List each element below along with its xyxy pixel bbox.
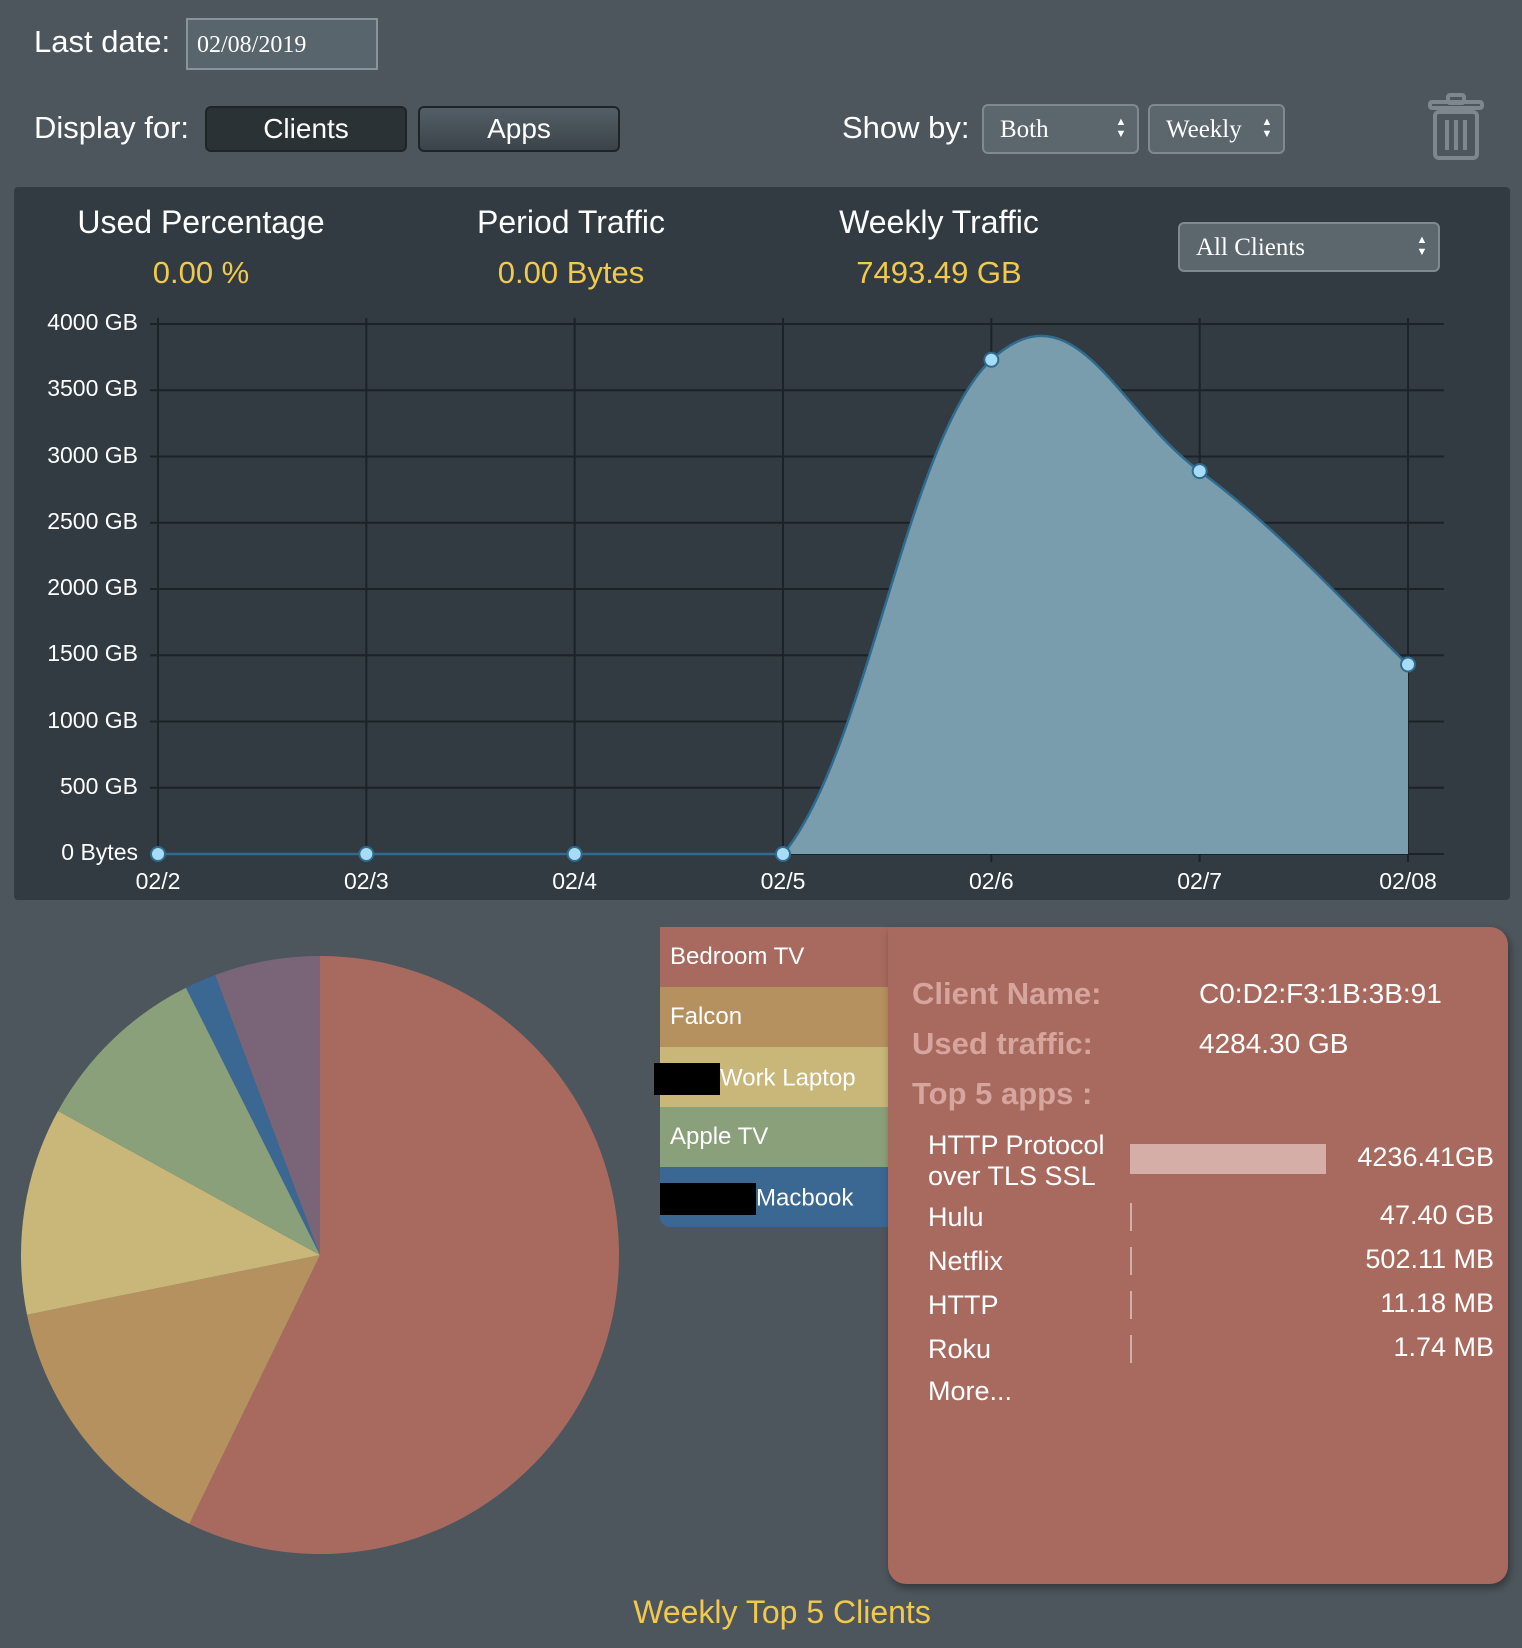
app-name: HTTP Protocol over TLS SSL	[928, 1130, 1105, 1192]
select-arrows-icon: ▲ ▼	[1416, 234, 1428, 258]
legend-item-apple-tv[interactable]: Apple TV	[660, 1107, 888, 1167]
app-usage-bar	[1130, 1335, 1132, 1363]
last-date-label: Last date:	[34, 24, 171, 59]
select-arrows-icon: ▲ ▼	[1261, 116, 1273, 140]
select-arrows-icon: ▲ ▼	[1115, 116, 1127, 140]
legend-item-bedroom-tv[interactable]: Bedroom TV	[660, 927, 888, 987]
app-name-line: Netflix	[928, 1246, 1004, 1276]
traffic-point-02-5[interactable]	[775, 846, 791, 862]
period-value: Weekly	[1166, 116, 1242, 143]
app-traffic-value: 47.40 GB	[1379, 1200, 1494, 1230]
period-traffic-value: 0.00 Bytes	[497, 255, 645, 290]
legend-item-work-laptop[interactable]: Work Laptop	[654, 1047, 888, 1107]
period-traffic-label: Period Traffic	[477, 204, 665, 240]
y-tick-label: 500 GB	[60, 772, 138, 799]
app-usage-bar	[1130, 1291, 1132, 1319]
app-name-line: Hulu	[928, 1202, 984, 1232]
traffic-point-02-3[interactable]	[358, 846, 375, 862]
app-name: Roku	[928, 1334, 991, 1365]
weekly-traffic-value: 7493.49 GB	[856, 255, 1022, 290]
legend-item-label: Macbook	[756, 1184, 854, 1212]
more-apps-link[interactable]: More...	[928, 1376, 1013, 1406]
app-name-line: over TLS SSL	[928, 1161, 1096, 1191]
legend-item-label: Apple TV	[670, 1123, 769, 1150]
x-tick-label: 02/5	[760, 868, 806, 894]
pie-slice-other[interactable]	[215, 956, 320, 1255]
app-name-line: HTTP Protocol	[928, 1130, 1105, 1160]
app-traffic-value: 11.18 MB	[1380, 1288, 1494, 1318]
x-tick-label: 02/4	[552, 868, 598, 894]
last-date-input[interactable]: 02/08/2019	[186, 18, 378, 70]
client-filter-value: All Clients	[1196, 234, 1306, 261]
app-name-line: Roku	[928, 1334, 992, 1364]
legend-item-falcon[interactable]: Falcon	[660, 987, 888, 1047]
legend-item-label: Work Laptop	[720, 1064, 856, 1092]
x-tick-label: 02/3	[343, 868, 389, 894]
app-name: HTTP	[928, 1290, 999, 1321]
tab-apps[interactable]: Apps	[418, 106, 620, 152]
y-tick-label: 3500 GB	[47, 375, 138, 402]
y-tick-label: 4000 GB	[47, 309, 138, 335]
app-usage-bar	[1130, 1144, 1326, 1174]
x-tick-label: 02/6	[968, 868, 1014, 894]
show-by-select[interactable]: Both ▲ ▼	[982, 104, 1139, 154]
app-traffic-value: 502.11 MB	[1365, 1244, 1494, 1274]
display-for-label: Display for:	[34, 110, 190, 145]
traffic-point-02-2[interactable]	[150, 846, 166, 862]
x-tick-label: 02/2	[135, 868, 181, 894]
app-traffic-value: 4236.41GB	[1357, 1142, 1494, 1172]
client-filter-select[interactable]: All Clients ▲ ▼	[1178, 222, 1440, 272]
trash-icon[interactable]	[1422, 92, 1492, 164]
client-name-value: C0:D2:F3:1B:3B:91	[1199, 978, 1442, 1009]
show-by-value: Both	[1000, 116, 1049, 143]
pie-slice-macbook[interactable]	[185, 974, 320, 1255]
show-by-label: Show by:	[842, 110, 970, 145]
pie-slice-bedroom-tv[interactable]	[189, 956, 620, 1554]
y-tick-label: 0 Bytes	[61, 839, 138, 865]
y-tick-label: 2000 GB	[47, 574, 138, 600]
pie-chart-title: Weekly Top 5 Clients	[633, 1594, 931, 1630]
y-tick-label: 3000 GB	[47, 441, 138, 468]
client-detail-card	[888, 927, 1508, 1584]
x-tick-label: 02/08	[1379, 868, 1437, 894]
redaction-block	[654, 1063, 720, 1095]
client-name-label: Client Name:	[912, 976, 1102, 1011]
top-apps-label: Top 5 apps :	[912, 1076, 1093, 1111]
pie-slice-work-laptop[interactable]	[20, 1110, 320, 1315]
pie-slice-apple-tv[interactable]	[57, 987, 320, 1255]
used-traffic-label: Used traffic:	[912, 1026, 1093, 1061]
app-name: Netflix	[928, 1246, 1003, 1277]
redaction-block	[660, 1183, 756, 1215]
used-percentage-label: Used Percentage	[77, 204, 325, 240]
traffic-point-02-08[interactable]	[1400, 656, 1416, 673]
traffic-area-fill	[158, 335, 1408, 854]
used-percentage-value: 0.00 %	[152, 255, 250, 290]
weekly-traffic-label: Weekly Traffic	[839, 204, 1039, 240]
y-tick-label: 1500 GB	[47, 640, 138, 667]
app-usage-bar	[1130, 1203, 1132, 1231]
legend-item-macbook[interactable]: Macbook	[660, 1167, 888, 1227]
traffic-point-02-7[interactable]	[1191, 463, 1208, 480]
top-clients-pie-chart	[20, 956, 620, 1554]
x-tick-label: 02/7	[1177, 868, 1223, 894]
legend-item-label: Bedroom TV	[670, 943, 805, 970]
period-select[interactable]: Weekly ▲ ▼	[1148, 104, 1285, 154]
app-name-line: HTTP	[928, 1290, 999, 1320]
traffic-point-02-4[interactable]	[566, 846, 583, 862]
used-traffic-value: 4284.30 GB	[1199, 1028, 1349, 1059]
app-usage-bar	[1130, 1247, 1132, 1275]
traffic-point-02-6[interactable]	[983, 351, 1000, 368]
app-traffic-value: 1.74 MB	[1393, 1332, 1494, 1362]
traffic-area-chart	[150, 318, 1444, 862]
y-tick-label: 2500 GB	[47, 507, 138, 534]
y-tick-label: 1000 GB	[47, 706, 138, 733]
pie-slice-falcon[interactable]	[27, 1255, 320, 1524]
legend-item-label: Falcon	[670, 1003, 743, 1030]
tab-clients[interactable]: Clients	[205, 106, 407, 152]
app-name: Hulu	[928, 1202, 984, 1233]
